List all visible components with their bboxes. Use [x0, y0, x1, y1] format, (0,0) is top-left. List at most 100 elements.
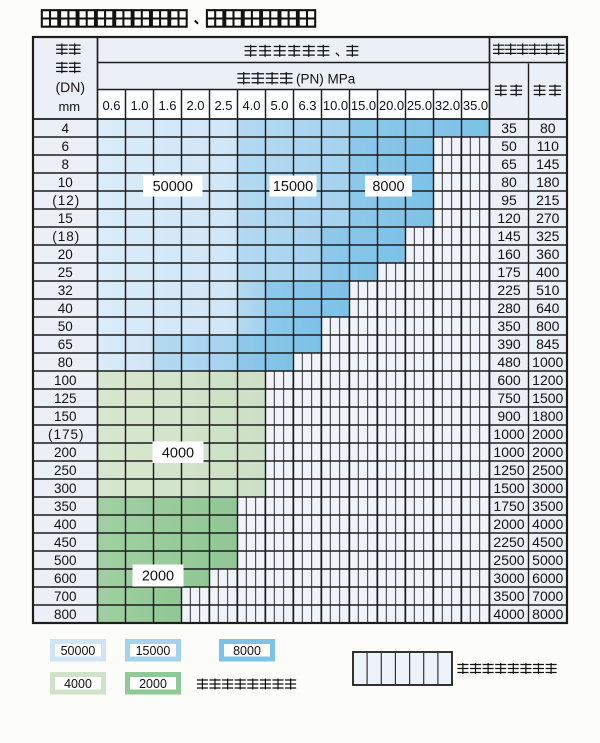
- svg-text:350: 350: [497, 318, 521, 334]
- svg-text:50: 50: [58, 319, 73, 334]
- svg-text:4.0: 4.0: [242, 98, 260, 113]
- svg-text:15: 15: [58, 211, 73, 226]
- svg-text:1.6: 1.6: [158, 98, 176, 113]
- svg-text:50000: 50000: [61, 644, 96, 658]
- svg-text:110: 110: [537, 138, 560, 154]
- svg-text:6000: 6000: [532, 570, 563, 586]
- svg-text:65: 65: [58, 337, 73, 352]
- svg-text:270: 270: [536, 210, 560, 226]
- svg-text:40: 40: [58, 301, 73, 316]
- svg-text:8000: 8000: [372, 179, 404, 195]
- svg-text:360: 360: [536, 246, 560, 262]
- svg-text:6: 6: [61, 139, 69, 154]
- svg-text:1000: 1000: [493, 426, 524, 442]
- svg-text:145: 145: [497, 228, 521, 244]
- svg-text:225: 225: [497, 282, 521, 298]
- svg-text:600: 600: [54, 571, 77, 586]
- svg-text:mm: mm: [58, 99, 80, 114]
- svg-text:510: 510: [536, 282, 560, 298]
- svg-text:1800: 1800: [532, 408, 563, 424]
- svg-text:450: 450: [54, 535, 77, 550]
- svg-text:80: 80: [540, 120, 556, 136]
- svg-text:400: 400: [536, 264, 560, 280]
- svg-text:900: 900: [497, 408, 521, 424]
- svg-text:10.0: 10.0: [323, 98, 348, 113]
- svg-text:2250: 2250: [493, 534, 524, 550]
- svg-text:10: 10: [58, 175, 73, 190]
- svg-text:7000: 7000: [532, 588, 563, 604]
- svg-text:325: 325: [536, 228, 560, 244]
- svg-text:800: 800: [54, 607, 77, 622]
- svg-text:(PN) MPa: (PN) MPa: [296, 71, 356, 86]
- svg-text:35: 35: [501, 120, 517, 136]
- svg-text:5.0: 5.0: [270, 98, 288, 113]
- svg-text:200: 200: [54, 445, 77, 460]
- svg-text:1200: 1200: [532, 372, 563, 388]
- svg-text:845: 845: [536, 336, 560, 352]
- svg-text:3000: 3000: [493, 570, 524, 586]
- svg-text:3000: 3000: [532, 480, 563, 496]
- svg-text:280: 280: [497, 300, 521, 316]
- svg-text:600: 600: [497, 372, 521, 388]
- svg-text:2000: 2000: [142, 569, 174, 585]
- svg-text:8: 8: [61, 157, 69, 172]
- svg-text:2000: 2000: [532, 426, 563, 442]
- svg-text:2000: 2000: [493, 516, 524, 532]
- svg-text:1500: 1500: [532, 390, 563, 406]
- svg-text:50000: 50000: [153, 179, 193, 195]
- svg-text:390: 390: [497, 336, 521, 352]
- svg-text:6.3: 6.3: [298, 98, 316, 113]
- svg-text:32: 32: [58, 283, 73, 298]
- svg-text:700: 700: [54, 589, 77, 604]
- svg-text:175: 175: [497, 264, 521, 280]
- svg-text:1250: 1250: [493, 462, 524, 478]
- svg-text:4000: 4000: [532, 516, 563, 532]
- svg-text:4: 4: [61, 121, 69, 136]
- svg-text:150: 150: [54, 409, 77, 424]
- svg-text:500: 500: [54, 553, 77, 568]
- svg-text:95: 95: [501, 192, 517, 208]
- svg-text:(18): (18): [52, 229, 80, 244]
- svg-text:4000: 4000: [162, 445, 194, 461]
- svg-text:215: 215: [536, 192, 560, 208]
- svg-text:50: 50: [501, 138, 517, 154]
- svg-text:2.5: 2.5: [214, 98, 232, 113]
- svg-text:250: 250: [54, 463, 77, 478]
- svg-text:300: 300: [54, 481, 77, 496]
- svg-text:80: 80: [501, 174, 517, 190]
- svg-text:25: 25: [58, 265, 73, 280]
- svg-text:350: 350: [54, 499, 77, 514]
- svg-text:180: 180: [536, 174, 560, 190]
- svg-text:1000: 1000: [532, 354, 563, 370]
- svg-text:5000: 5000: [532, 552, 563, 568]
- svg-text:(12): (12): [52, 193, 80, 208]
- svg-text:(DN): (DN): [56, 79, 86, 95]
- svg-text:8000: 8000: [233, 644, 261, 658]
- svg-text:120: 120: [497, 210, 521, 226]
- svg-text:1.0: 1.0: [130, 98, 148, 113]
- svg-text:145: 145: [536, 156, 560, 172]
- svg-text:160: 160: [497, 246, 521, 262]
- svg-text:20.0: 20.0: [379, 98, 404, 113]
- svg-text:1000: 1000: [493, 444, 524, 460]
- svg-text:15000: 15000: [136, 644, 171, 658]
- svg-text:1500: 1500: [493, 480, 524, 496]
- svg-text:640: 640: [536, 300, 560, 316]
- svg-text:0.6: 0.6: [102, 98, 120, 113]
- svg-text:480: 480: [497, 354, 521, 370]
- svg-text:15000: 15000: [273, 179, 313, 195]
- svg-text:4000: 4000: [493, 606, 524, 622]
- svg-text:750: 750: [497, 390, 521, 406]
- svg-text:35.0: 35.0: [463, 98, 488, 113]
- svg-text:2500: 2500: [532, 462, 563, 478]
- svg-text:4500: 4500: [532, 534, 563, 550]
- svg-text:80: 80: [58, 355, 73, 370]
- svg-text:125: 125: [54, 391, 77, 406]
- svg-text:100: 100: [54, 373, 77, 388]
- svg-text:3500: 3500: [493, 588, 524, 604]
- svg-text:1750: 1750: [493, 498, 524, 514]
- svg-text:15.0: 15.0: [351, 98, 376, 113]
- svg-text:400: 400: [54, 517, 77, 532]
- svg-text:2500: 2500: [493, 552, 524, 568]
- svg-text:2.0: 2.0: [186, 98, 204, 113]
